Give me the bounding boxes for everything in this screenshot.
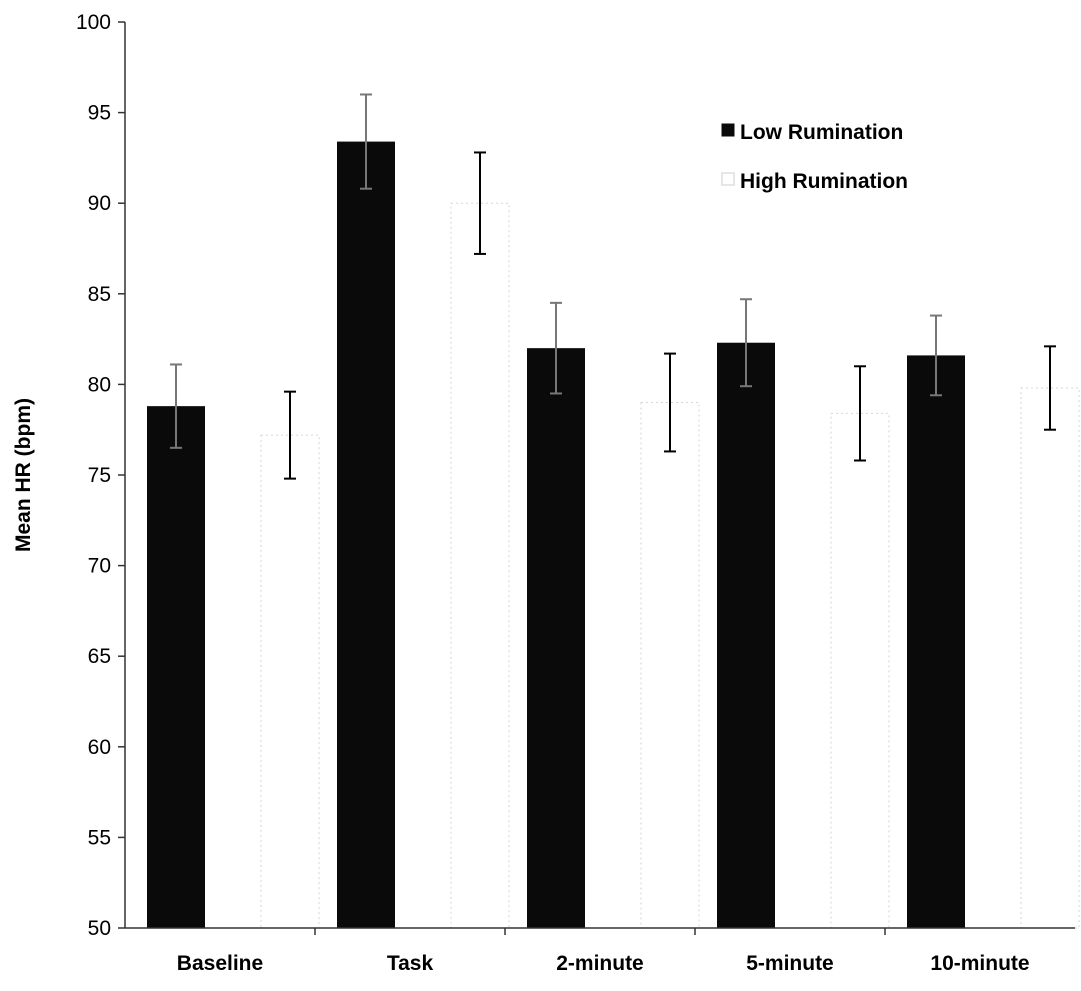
bar-low-rumination (527, 348, 585, 928)
legend-swatch (721, 172, 735, 186)
y-tick-label: 100 (76, 11, 111, 34)
bar-low-rumination (147, 406, 205, 928)
x-category-label: 5-minute (746, 952, 834, 975)
y-tick-label: 60 (88, 736, 111, 759)
y-tick-label: 65 (88, 645, 111, 668)
error-bar (740, 298, 752, 388)
x-category-label: Task (387, 952, 434, 975)
chart-marks (147, 93, 1080, 929)
legend-label: Low Rumination (740, 121, 903, 144)
y-tick-label: 50 (88, 917, 111, 940)
bar-low-rumination (717, 342, 775, 928)
y-tick-label: 90 (88, 192, 111, 215)
y-tick-label: 80 (88, 373, 111, 396)
error-bar (930, 314, 942, 397)
error-bar (360, 93, 372, 190)
error-bar (284, 390, 296, 480)
x-category-label: Baseline (177, 952, 263, 975)
bar-high-rumination (1020, 387, 1080, 929)
y-tick-label: 70 (88, 555, 111, 578)
y-axis-title: Mean HR (bpm) (12, 398, 35, 552)
bar-high-rumination (830, 412, 890, 929)
error-bar (474, 151, 486, 255)
legend: Low Rumination High Rumination (721, 121, 908, 193)
error-bar (854, 365, 866, 462)
x-category-label: 2-minute (556, 952, 644, 975)
y-tick-label: 95 (88, 102, 111, 125)
error-bar (170, 363, 182, 449)
legend-swatch (721, 123, 735, 137)
bar-high-rumination (450, 202, 510, 929)
y-ticks: 50 55 60 65 70 75 80 85 90 95 100 (76, 11, 125, 940)
y-tick-label: 85 (88, 283, 111, 306)
x-ticks: Baseline Task 2-minute 5-minute 10-minute (177, 928, 1030, 975)
bar-low-rumination (907, 355, 965, 929)
error-bar (664, 352, 676, 453)
bar-high-rumination (640, 402, 700, 929)
error-bar (550, 301, 562, 395)
y-tick-label: 75 (88, 464, 111, 487)
error-bar (1044, 345, 1056, 431)
bar-high-rumination (260, 434, 320, 929)
bar-low-rumination (337, 141, 395, 929)
y-tick-label: 55 (88, 826, 111, 849)
x-category-label: 10-minute (930, 952, 1029, 975)
legend-label: High Rumination (740, 170, 908, 193)
